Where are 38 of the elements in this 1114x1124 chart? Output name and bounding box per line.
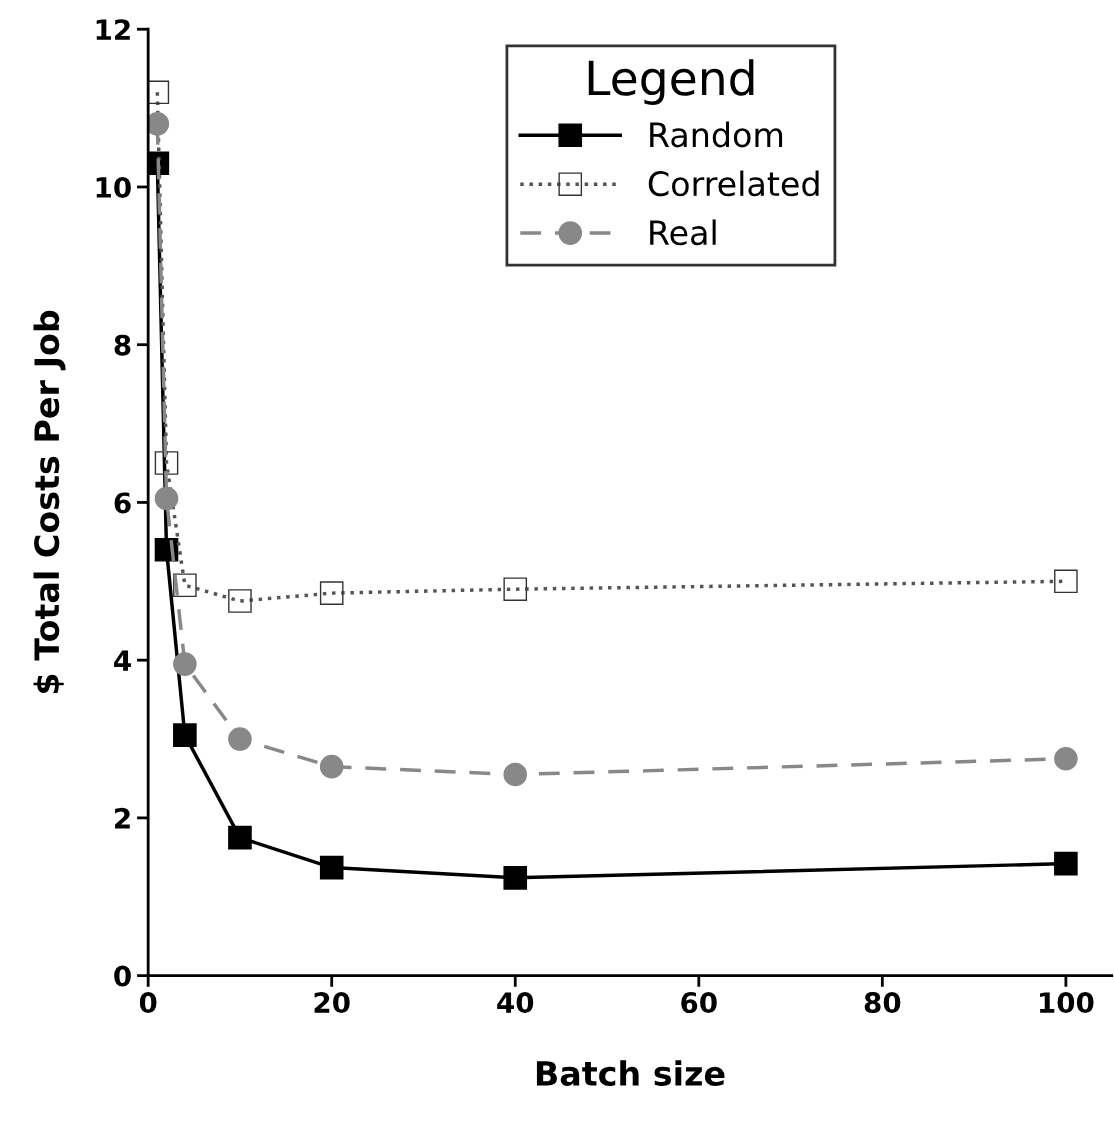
legend-label: Correlated (648, 170, 819, 197)
y-axis-title: $ Total Costs Per Job (33, 310, 66, 693)
point (503, 762, 528, 787)
point (319, 754, 344, 779)
x-tick-label: 100 (1040, 992, 1094, 1014)
point (319, 855, 344, 880)
point (228, 589, 252, 613)
legend-label: Real (650, 219, 716, 246)
point (503, 577, 528, 601)
x-axis-title: Batch size (536, 1060, 725, 1086)
x-tick-label: 80 (864, 992, 901, 1014)
y-tick-label: 10 (96, 176, 131, 198)
legend-label: Random (650, 121, 783, 148)
point (319, 581, 344, 605)
y-tick-label: 6 (114, 492, 131, 514)
point (1054, 851, 1078, 876)
point (1054, 746, 1078, 771)
point (148, 80, 170, 105)
point (154, 451, 179, 475)
x-tick-label: 60 (681, 992, 717, 1014)
y-tick-label: 8 (114, 334, 131, 356)
point (228, 727, 252, 751)
point (173, 652, 197, 676)
point (1054, 569, 1078, 594)
x-tick-label: 0 (139, 992, 157, 1014)
point (173, 573, 197, 598)
y-tick-label: 12 (96, 19, 130, 40)
point (154, 486, 179, 511)
point (148, 112, 170, 136)
y-tick-label: 4 (114, 650, 131, 671)
point (503, 866, 528, 890)
y-tick-label: 0 (114, 965, 131, 987)
x-tick-label: 40 (497, 992, 534, 1014)
legend-title: Legend (588, 59, 754, 105)
point (228, 825, 252, 850)
point (173, 723, 197, 747)
x-tick-label: 20 (314, 992, 350, 1014)
y-tick-label: 2 (115, 807, 130, 829)
